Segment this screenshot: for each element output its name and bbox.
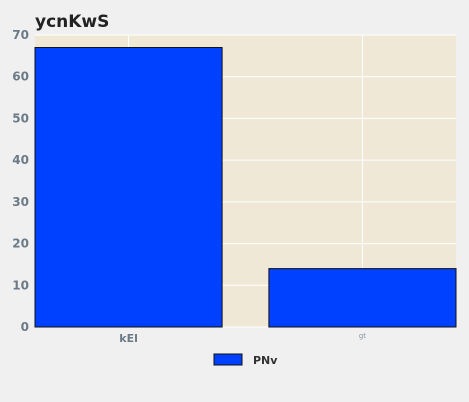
y-tick-label: 10 [12, 278, 29, 292]
bar-layer [34, 47, 457, 328]
y-tick-label: 70 [12, 28, 29, 42]
y-tick-label: 40 [12, 153, 29, 167]
y-tick-label: 0 [21, 320, 29, 334]
bar-gt [268, 268, 457, 328]
legend: PNv [213, 353, 278, 367]
y-tick-label: 60 [12, 70, 29, 84]
x-axis: kEl gt [119, 332, 366, 345]
bar-kEl [34, 47, 223, 328]
legend-swatch [213, 353, 243, 366]
y-tick-label: 20 [12, 237, 29, 251]
y-axis: 0 10 20 30 40 50 60 70 [12, 28, 29, 334]
legend-label: PNv [253, 354, 278, 367]
y-tick-label: 30 [12, 195, 29, 209]
x-tick-label: kEl [119, 332, 138, 345]
x-tick-label: gt [359, 332, 366, 340]
chart-title: ycnKwS [35, 12, 109, 32]
y-tick-label: 50 [12, 111, 29, 125]
